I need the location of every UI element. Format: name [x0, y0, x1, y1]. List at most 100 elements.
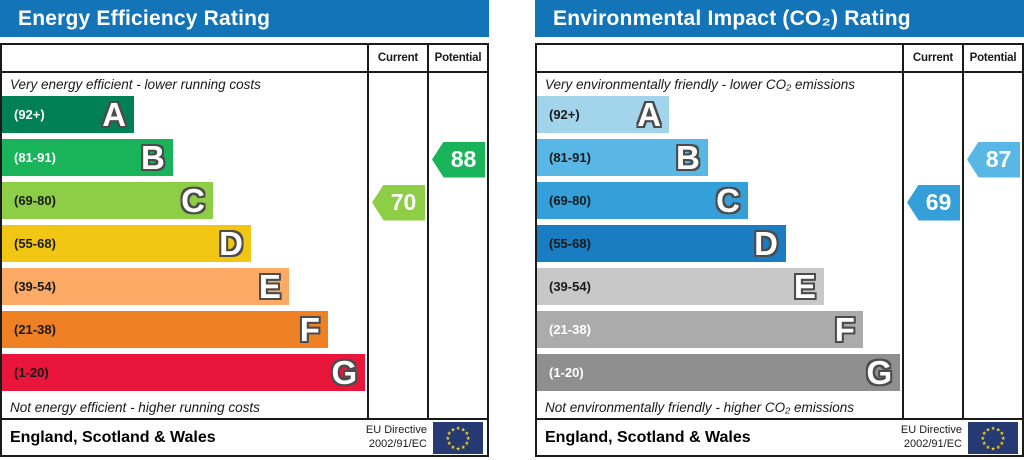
band-row-c: (69-80) C 69 — [537, 181, 1022, 224]
band-bar-f: (21-38) F — [537, 311, 863, 348]
band-row-a: (92+) A — [2, 95, 487, 138]
svg-text:★: ★ — [464, 441, 469, 447]
footer-row: England, Scotland & Wales EU Directive 2… — [2, 418, 487, 455]
potential-rating-value: 88 — [450, 146, 477, 172]
band-range-label: (21-38) — [549, 322, 591, 337]
svg-text:★: ★ — [1001, 436, 1006, 442]
chart-title-bar: Energy Efficiency Rating — [0, 0, 489, 37]
svg-text:★: ★ — [445, 436, 450, 442]
eu-flag-icon: ★ ★ ★ ★ ★ ★ ★ ★ ★ ★ ★ ★ — [968, 421, 1018, 454]
current-column-header: Current — [902, 45, 962, 71]
bottom-caption: Not environmentally friendly - higher CO… — [545, 399, 855, 415]
svg-text:★: ★ — [982, 430, 987, 436]
environmental-impact-chart: Environmental Impact (CO₂) Rating Curren… — [535, 0, 1024, 457]
chart-title: Energy Efficiency Rating — [18, 6, 271, 30]
band-row-e: (39-54) E — [537, 267, 1022, 310]
bottom-caption-row: Not environmentally friendly - higher CO… — [537, 396, 1022, 418]
current-rating-arrow: 69 — [907, 184, 960, 221]
band-range-label: (55-68) — [14, 236, 56, 251]
svg-text:★: ★ — [447, 441, 452, 447]
band-row-g: (1-20) G — [2, 353, 487, 396]
band-range-label: (55-68) — [549, 236, 591, 251]
footer-region-label: England, Scotland & Wales — [545, 428, 751, 446]
current-rating-value: 70 — [390, 189, 417, 215]
chart-title-bar: Environmental Impact (CO₂) Rating — [535, 0, 1024, 37]
band-letter: C — [181, 182, 205, 219]
svg-text:★: ★ — [461, 444, 466, 450]
footer-row: England, Scotland & Wales EU Directive 2… — [537, 418, 1022, 455]
current-rating-arrow: 70 — [372, 184, 425, 221]
top-caption-row: Very energy efficient - lower running co… — [2, 73, 487, 95]
footer-region-label: England, Scotland & Wales — [10, 428, 216, 446]
band-row-g: (1-20) G — [537, 353, 1022, 396]
rating-table: Current Potential Very environmentally f… — [535, 43, 1024, 457]
band-range-label: (92+) — [549, 107, 580, 122]
svg-text:★: ★ — [991, 425, 996, 431]
header-spacer — [2, 45, 367, 71]
band-range-label: (81-91) — [14, 150, 56, 165]
band-letter: C — [716, 182, 740, 219]
potential-rating-value: 87 — [985, 146, 1012, 172]
band-letter: D — [219, 225, 243, 262]
band-letter: F — [834, 311, 855, 348]
chart-title: Environmental Impact (CO₂) Rating — [553, 6, 911, 30]
potential-column-header: Potential — [962, 45, 1022, 71]
band-row-d: (55-68) D — [2, 224, 487, 267]
band-bar-a: (92+) A — [2, 96, 135, 133]
bottom-caption-row: Not energy efficient - higher running co… — [2, 396, 487, 418]
svg-text:★: ★ — [982, 441, 987, 447]
svg-text:★: ★ — [986, 444, 991, 450]
band-range-label: (1-20) — [549, 365, 584, 380]
band-row-c: (69-80) C 70 — [2, 181, 487, 224]
band-letter: B — [140, 139, 165, 176]
svg-text:★: ★ — [451, 444, 456, 450]
column-header-row: Current Potential — [537, 45, 1022, 73]
eu-flag-icon: ★ ★ ★ ★ ★ ★ ★ ★ ★ ★ ★ ★ — [433, 421, 483, 454]
band-range-label: (21-38) — [14, 322, 56, 337]
top-caption: Very energy efficient - lower running co… — [10, 76, 261, 92]
band-range-label: (39-54) — [549, 279, 591, 294]
current-rating-value: 69 — [925, 189, 952, 215]
band-bar-f: (21-38) F — [2, 311, 328, 348]
current-column-header: Current — [367, 45, 427, 71]
band-bar-e: (39-54) E — [537, 268, 824, 305]
band-row-d: (55-68) D — [537, 224, 1022, 267]
band-range-label: (81-91) — [549, 150, 591, 165]
band-letter: G — [331, 354, 358, 391]
band-row-f: (21-38) F — [2, 310, 487, 353]
svg-text:★: ★ — [996, 427, 1001, 433]
energy-efficiency-chart: Energy Efficiency Rating Current Potenti… — [0, 0, 489, 457]
svg-text:★: ★ — [980, 436, 985, 442]
svg-text:★: ★ — [456, 446, 461, 452]
band-range-label: (39-54) — [14, 279, 56, 294]
svg-text:★: ★ — [456, 425, 461, 431]
potential-column-header: Potential — [427, 45, 487, 71]
band-letter: A — [102, 96, 127, 133]
svg-text:★: ★ — [451, 427, 456, 433]
band-row-e: (39-54) E — [2, 267, 487, 310]
bottom-caption: Not energy efficient - higher running co… — [10, 399, 260, 415]
band-row-b: (81-91) B 87 — [537, 138, 1022, 181]
svg-text:★: ★ — [464, 430, 469, 436]
svg-text:★: ★ — [986, 427, 991, 433]
band-range-label: (1-20) — [14, 365, 49, 380]
band-bar-e: (39-54) E — [2, 268, 289, 305]
svg-text:★: ★ — [999, 441, 1004, 447]
potential-rating-arrow: 88 — [432, 141, 485, 178]
band-bar-b: (81-91) B — [537, 139, 708, 176]
band-bar-d: (55-68) D — [2, 225, 251, 262]
svg-text:★: ★ — [461, 427, 466, 433]
band-bar-a: (92+) A — [537, 96, 670, 133]
svg-text:★: ★ — [996, 444, 1001, 450]
band-bar-g: (1-20) G — [2, 354, 366, 391]
band-row-f: (21-38) F — [537, 310, 1022, 353]
band-letter: F — [299, 311, 320, 348]
column-header-row: Current Potential — [2, 45, 487, 73]
top-caption: Very environmentally friendly - lower CO… — [545, 76, 855, 92]
band-bar-d: (55-68) D — [537, 225, 786, 262]
svg-text:★: ★ — [991, 446, 996, 452]
potential-rating-arrow: 87 — [967, 141, 1020, 178]
band-row-b: (81-91) B 88 — [2, 138, 487, 181]
band-row-a: (92+) A — [537, 95, 1022, 138]
